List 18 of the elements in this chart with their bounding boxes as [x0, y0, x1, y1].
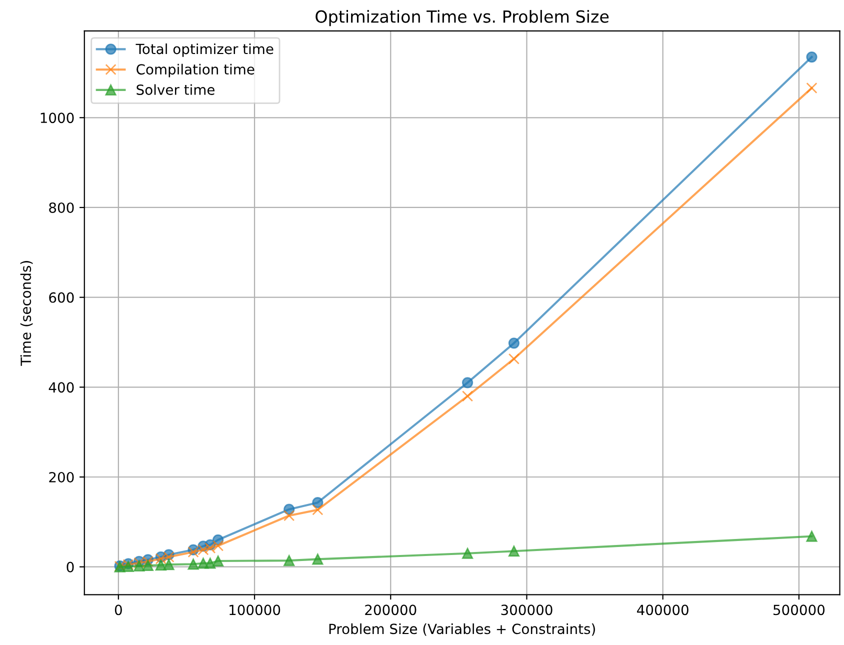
- y-tick-label: 600: [49, 292, 74, 303]
- y-tick-label: 1000: [40, 112, 74, 124]
- legend-label: Compilation time: [136, 64, 254, 78]
- x-tick-label: 500000: [774, 604, 825, 616]
- y-tick-label: 200: [49, 472, 74, 482]
- x-tick-label: 0: [114, 604, 122, 616]
- x-tick-label: 300000: [501, 604, 552, 616]
- y-tick-label: 400: [48, 382, 74, 393]
- x-tick-label: 100000: [230, 604, 280, 616]
- x-axis-title: Problem Size (Variables + Constraints): [329, 623, 595, 636]
- legend-label: Solver time: [136, 84, 214, 95]
- x-tick-label: 400000: [637, 604, 688, 616]
- x-tick-label: 200000: [365, 604, 416, 616]
- legend-label: Total optimizer time: [136, 43, 274, 57]
- y-tick-label: 800: [49, 202, 74, 213]
- y-axis-title: Time (seconds): [20, 261, 33, 366]
- chart-title: Optimization Time vs. Problem Size: [316, 10, 609, 26]
- y-tick-label: 0: [66, 562, 74, 572]
